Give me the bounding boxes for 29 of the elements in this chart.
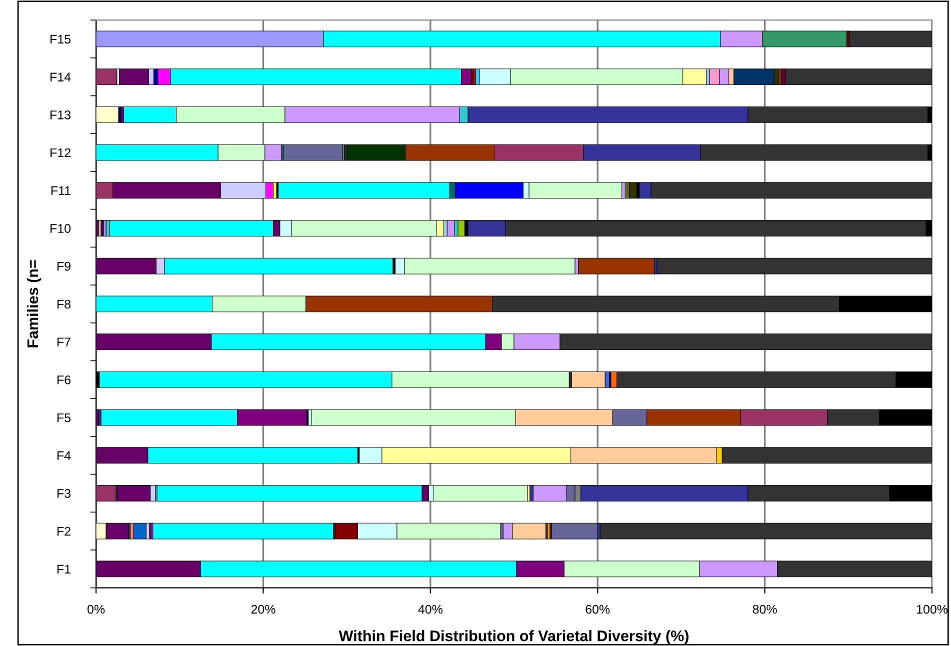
- x-tick-label: 60%: [586, 604, 610, 614]
- y-tick-label: F2: [57, 526, 70, 536]
- y-tick-label: F7: [57, 338, 70, 346]
- x-tick-label: 40%: [418, 604, 442, 614]
- x-tick-label: 20%: [251, 604, 276, 614]
- y-tick-label: F14: [50, 72, 71, 82]
- y-tick-label: F8: [57, 300, 71, 309]
- y-axis-title: Families (n=: [26, 260, 42, 348]
- y-tick-label: F3: [57, 489, 71, 498]
- y-tick-label: F1: [57, 564, 70, 574]
- x-tick-label: 80%: [752, 604, 777, 614]
- x-tick-label: 0%: [88, 604, 105, 614]
- bar: [458, 220, 465, 236]
- y-tick-label: F12: [50, 148, 70, 158]
- y-tick-label: F15: [50, 34, 71, 44]
- bar: [785, 68, 932, 86]
- bar: [103, 220, 106, 236]
- bar: [446, 220, 455, 236]
- y-tick-label: F9: [57, 262, 70, 271]
- x-tick-label: 100%: [916, 604, 948, 614]
- y-tick-label: F5: [57, 413, 71, 422]
- y-tick-label: F13: [50, 110, 71, 120]
- y-tick-label: F11: [51, 186, 70, 195]
- bar: [848, 30, 932, 48]
- y-tick-label: F4: [57, 451, 71, 460]
- y-tick-label: F6: [57, 375, 71, 384]
- y-tick-label: F10: [50, 224, 71, 233]
- x-axis-title: Within Field Distribution of Varietal Diversity (%): [338, 630, 688, 644]
- bar: [133, 522, 146, 540]
